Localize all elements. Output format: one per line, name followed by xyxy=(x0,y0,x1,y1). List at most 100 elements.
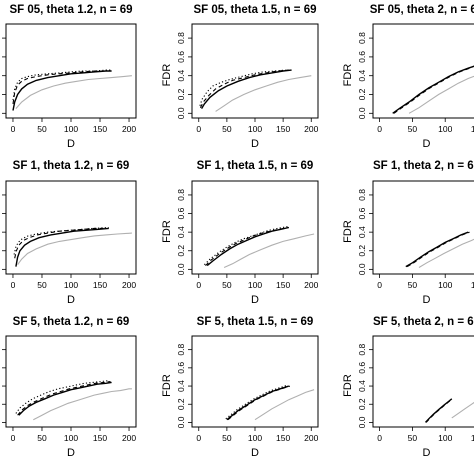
panel-1-2: SF 1, theta 2, n = 69 0 50 100 150 D 0.0 0.2 0.4… xyxy=(342,160,474,306)
x-axis-label: D xyxy=(251,447,259,459)
x-axis-label: D xyxy=(67,138,75,150)
y-tick-label: 0.2 xyxy=(357,398,367,410)
series-line-solid-black xyxy=(226,385,290,421)
x-tick-label: 100 xyxy=(438,433,452,443)
x-tick-label: 100 xyxy=(248,124,262,134)
y-tick-label: 0.4 xyxy=(357,380,367,392)
y-tick-label: 0.0 xyxy=(357,416,367,428)
x-tick-label: 0 xyxy=(196,124,201,134)
x-tick-label: 150 xyxy=(93,433,107,443)
panel-2-0: SF 5, theta 1.2, n = 69 0 50 100 150 200 D xyxy=(2,316,137,459)
x-tick-label: 100 xyxy=(64,124,78,134)
x-tick-label: 50 xyxy=(222,280,232,290)
panel-2-2: SF 5, theta 2, n = 69 0 50 100 150 D 0.0 0.2 0.4… xyxy=(342,316,474,459)
plot-frame xyxy=(372,335,474,428)
plot-frame xyxy=(191,23,319,119)
plot-frame xyxy=(191,335,319,428)
series-line-dashed-black xyxy=(199,69,289,108)
panel-title: SF 5, theta 1.2, n = 69 xyxy=(13,316,130,328)
series-line-dashed-black xyxy=(393,65,474,114)
panel-title: SF 1, theta 1.5, n = 69 xyxy=(197,160,314,172)
panel-title: SF 05, theta 1.5, n = 69 xyxy=(193,4,316,16)
y-tick-label: 0.2 xyxy=(357,88,367,100)
x-tick-label: 100 xyxy=(64,280,78,290)
x-tick-label: 0 xyxy=(11,124,16,134)
plot-frame xyxy=(372,180,474,275)
x-tick-label: 50 xyxy=(37,433,47,443)
x-axis-label: D xyxy=(423,138,431,150)
series-line-dashed-black xyxy=(406,231,470,268)
x-tick-label: 50 xyxy=(37,124,47,134)
panel-title: SF 5, theta 1.5, n = 69 xyxy=(197,316,314,328)
y-tick-label: 0.8 xyxy=(357,32,367,44)
series-line-solid-grey xyxy=(408,75,474,114)
y-tick-label: 0.8 xyxy=(176,32,186,44)
series-line-solid-grey xyxy=(15,75,132,109)
x-tick-label: 100 xyxy=(64,433,78,443)
series-line-dashed-black xyxy=(227,385,291,421)
y-tick-label: 0.2 xyxy=(357,245,367,257)
y-tick-label: 0.6 xyxy=(176,51,186,63)
y-axis-label: FDR xyxy=(161,220,173,243)
series-line-solid-grey xyxy=(254,389,315,421)
y-tick-label: 0.6 xyxy=(176,207,186,219)
x-tick-label: 0 xyxy=(196,280,201,290)
x-tick-label: 0 xyxy=(11,433,16,443)
y-tick-label: 0.0 xyxy=(357,263,367,275)
panel-0-1: SF 05, theta 1.5, n = 69 0 50 100 150 200 D 0.0… xyxy=(161,4,319,150)
series-line-dotted-black xyxy=(225,384,288,420)
panel-title: SF 05, theta 1.2, n = 69 xyxy=(9,4,132,16)
x-axis-label: D xyxy=(67,447,75,459)
x-axis-label: D xyxy=(251,138,259,150)
series-line-solid-grey xyxy=(33,388,132,421)
series-line-dashed-black xyxy=(17,380,111,416)
series-line-solid-grey xyxy=(223,233,315,269)
x-tick-label: 50 xyxy=(408,124,418,134)
panel-title: SF 1, theta 1.2, n = 69 xyxy=(13,160,130,172)
series-line-solid-grey xyxy=(451,401,474,419)
x-tick-label: 50 xyxy=(408,433,418,443)
x-tick-label: 200 xyxy=(304,433,318,443)
panel-title: SF 5, theta 2, n = 69 xyxy=(373,316,474,328)
y-tick-label: 0.4 xyxy=(176,380,186,392)
series-line-dotted-black xyxy=(204,226,288,266)
x-tick-label: 0 xyxy=(196,433,201,443)
y-tick-label: 0.4 xyxy=(176,70,186,82)
y-tick-label: 0.8 xyxy=(357,189,367,201)
x-tick-label: 150 xyxy=(276,124,290,134)
series-line-dotted-black xyxy=(199,69,286,106)
x-tick-label: 200 xyxy=(122,433,136,443)
plot-frame xyxy=(5,335,137,428)
plot-frame xyxy=(5,180,137,275)
y-axis-label: FDR xyxy=(161,374,173,397)
panel-1-1: SF 1, theta 1.5, n = 69 0 50 100 150 200 D 0.0 0… xyxy=(161,160,319,306)
y-tick-label: 0.6 xyxy=(357,51,367,63)
x-tick-label: 150 xyxy=(276,280,290,290)
y-axis-label: FDR xyxy=(342,374,354,397)
x-tick-label: 200 xyxy=(304,280,318,290)
y-tick-label: 0.6 xyxy=(357,362,367,374)
series-line-solid-black xyxy=(200,69,292,109)
series-line-dotted-black xyxy=(15,380,109,414)
series-line-solid-grey xyxy=(215,75,312,112)
x-tick-label: 100 xyxy=(438,280,452,290)
panel-2-1: SF 5, theta 1.5, n = 69 0 50 100 150 200 D 0.0 0… xyxy=(161,316,319,459)
x-tick-label: 200 xyxy=(122,280,136,290)
y-tick-label: 0.6 xyxy=(357,207,367,219)
x-tick-label: 50 xyxy=(408,280,418,290)
series-line-solid-black xyxy=(15,227,109,267)
series-line-solid-grey xyxy=(418,238,474,268)
panel-title: SF 1, theta 2, n = 69 xyxy=(373,160,474,172)
panel-title: SF 05, theta 2, n = 69 xyxy=(370,4,474,16)
series-line-solid-black xyxy=(392,65,474,114)
x-tick-label: 50 xyxy=(222,433,232,443)
x-tick-label: 200 xyxy=(122,124,136,134)
y-tick-label: 0.2 xyxy=(176,245,186,257)
panel-0-2: SF 05, theta 2, n = 69 0 50 100 150 D 0.0 0.2 0.… xyxy=(342,4,474,150)
y-tick-label: 0.2 xyxy=(176,398,186,410)
series-line-solid-grey xyxy=(17,232,132,266)
y-tick-label: 0.0 xyxy=(357,107,367,119)
x-axis-label: D xyxy=(67,294,75,306)
series-line-solid-black xyxy=(18,381,112,416)
x-tick-label: 150 xyxy=(93,280,107,290)
